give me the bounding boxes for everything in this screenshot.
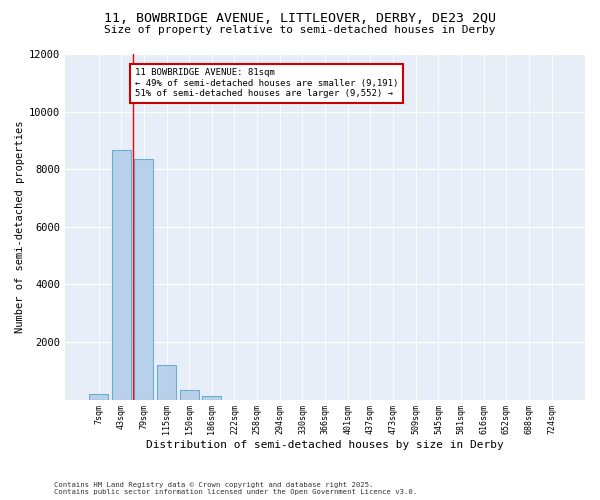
Bar xyxy=(157,365,176,400)
Text: Contains HM Land Registry data © Crown copyright and database right 2025.
Contai: Contains HM Land Registry data © Crown c… xyxy=(54,482,417,495)
Bar xyxy=(202,396,221,400)
Text: Size of property relative to semi-detached houses in Derby: Size of property relative to semi-detach… xyxy=(104,25,496,35)
Bar xyxy=(179,390,199,400)
Bar xyxy=(134,159,154,400)
Bar xyxy=(89,394,108,400)
Bar xyxy=(112,150,131,400)
Text: 11 BOWBRIDGE AVENUE: 81sqm
← 49% of semi-detached houses are smaller (9,191)
51%: 11 BOWBRIDGE AVENUE: 81sqm ← 49% of semi… xyxy=(135,68,398,98)
Y-axis label: Number of semi-detached properties: Number of semi-detached properties xyxy=(15,120,25,333)
Text: 11, BOWBRIDGE AVENUE, LITTLEOVER, DERBY, DE23 2QU: 11, BOWBRIDGE AVENUE, LITTLEOVER, DERBY,… xyxy=(104,12,496,26)
X-axis label: Distribution of semi-detached houses by size in Derby: Distribution of semi-detached houses by … xyxy=(146,440,504,450)
